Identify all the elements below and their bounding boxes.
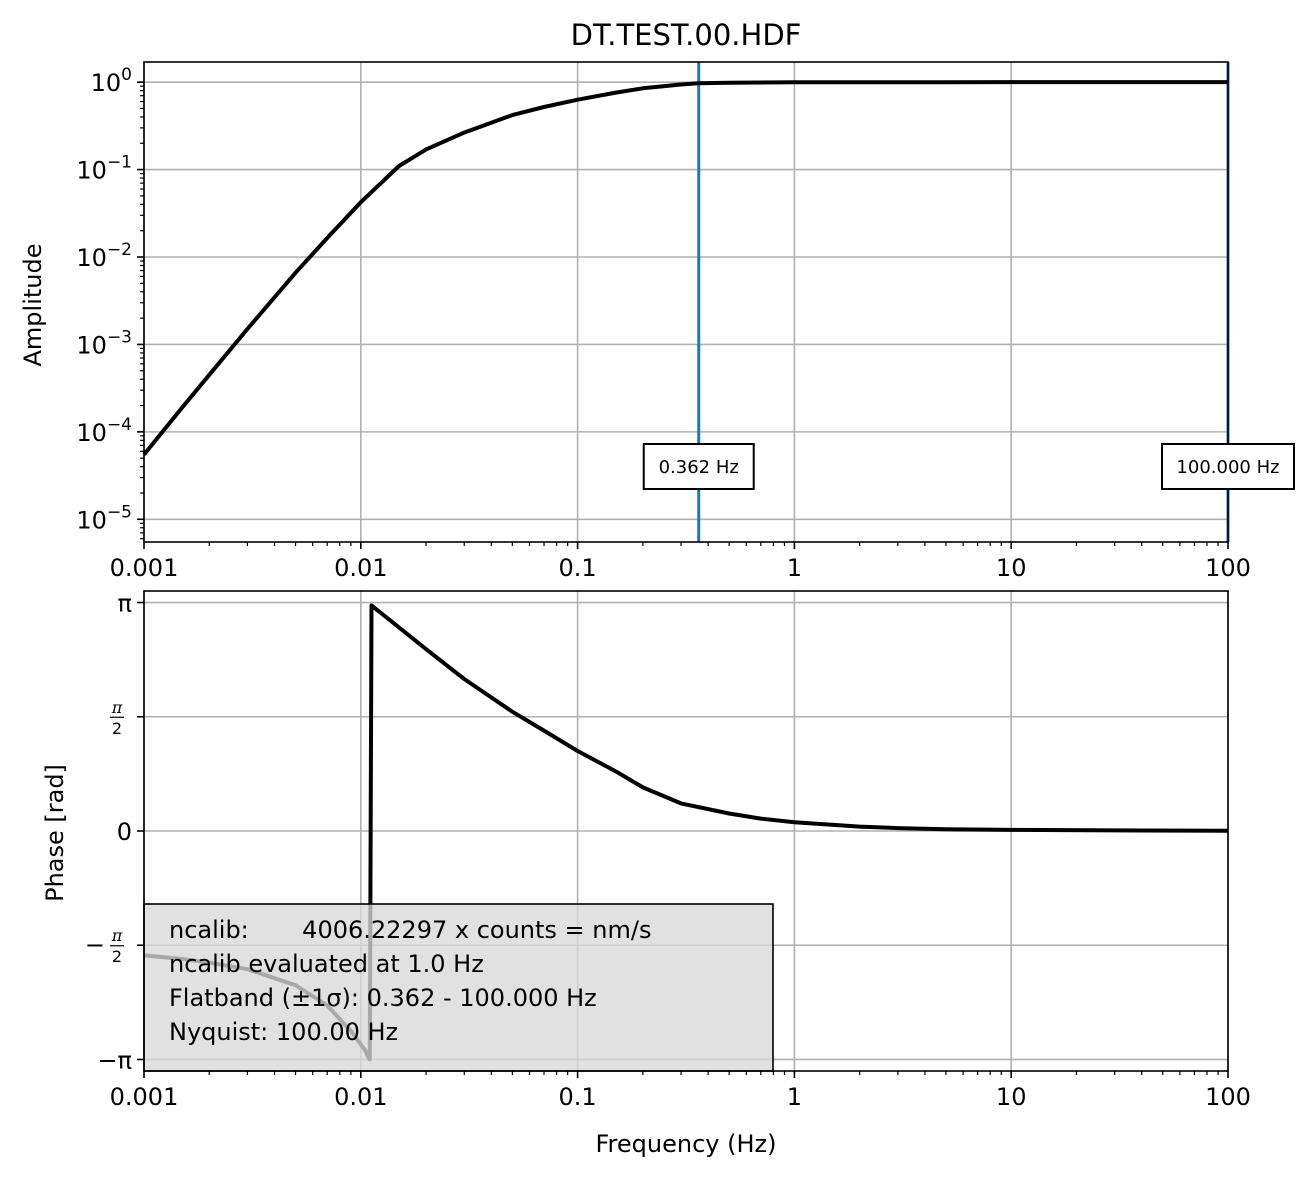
amplitude-x-tick-label: 0.1 [559, 554, 597, 582]
phase-x-tick-label: 100 [1205, 1083, 1251, 1111]
phase-y-tick-numerator: π [111, 926, 123, 945]
phase-y-tick-label: − π 2 [85, 926, 124, 966]
calibration-info-box: ncalib: 4006.22297 x counts = nm/s ncalib… [143, 903, 774, 1072]
flatband-labels: 0.362 Hz 100.000 Hz [642, 443, 1295, 490]
amplitude-y-tick-label: 10−2 [76, 240, 132, 272]
amplitude-y-tick-label: 10−5 [76, 502, 132, 534]
amplitude-y-axis-label: Amplitude [19, 244, 47, 367]
flatband-label: 100.000 Hz [1176, 457, 1279, 478]
amplitude-x-tick-labels: 0.001 0.01 0.1 1 10 100 [110, 554, 1251, 582]
phase-x-tick-label: 0.1 [559, 1083, 597, 1111]
phase-x-tick-labels: 0.001 0.01 0.1 1 10 100 [110, 1083, 1251, 1111]
amplitude-y-tick-label: 10−3 [76, 327, 132, 359]
phase-axes-frame [143, 590, 1229, 1072]
amplitude-y-tick-label: 10−4 [76, 415, 132, 447]
phase-x-tick-label: 0.01 [334, 1083, 387, 1111]
x-axis-label: Frequency (Hz) [596, 1130, 777, 1158]
phase-x-tick-label: 10 [996, 1083, 1027, 1111]
phase-y-axis-label: Phase [rad] [41, 764, 69, 902]
amplitude-x-tick-label: 10 [996, 554, 1027, 582]
amplitude-y-tick-label: 100 [91, 65, 132, 97]
info-box-background [143, 903, 774, 1072]
amplitude-series [142, 80, 1228, 456]
flatband-markers [697, 62, 1230, 542]
amplitude-x-tick-label: 0.01 [334, 554, 387, 582]
amplitude-x-tick-label: 100 [1205, 554, 1251, 582]
amplitude-y-tick-label: 10−1 [76, 153, 132, 185]
phase-y-tick-label: π2 [110, 698, 124, 738]
amplitude-x-tick-label: 1 [787, 554, 802, 582]
phase-y-tick-denominator: 2 [112, 947, 122, 966]
amplitude-line [142, 80, 1228, 456]
flatband-label-box [642, 443, 755, 490]
phase-y-tick-label: π [118, 590, 132, 618]
phase-x-tick-label: 0.001 [110, 1083, 179, 1111]
phase-y-tick-label: −π [97, 1046, 132, 1074]
phase-y-tick-label: 0 [117, 818, 132, 846]
info-box-line: Nyquist: 100.00 Hz [169, 1018, 398, 1046]
chart-title: DT.TEST.00.HDF [571, 18, 802, 52]
info-box-line: Flatband (±1σ): 0.362 - 100.000 Hz [169, 984, 597, 1012]
flatband-label: 0.362 Hz [659, 457, 739, 478]
phase-y-tick-numerator: π [111, 698, 123, 717]
amplitude-x-tick-label: 0.001 [110, 554, 179, 582]
phase-y-tick-denominator: 2 [112, 719, 122, 738]
amplitude-y-tick-labels: 100 10−1 10−2 10−3 10−4 10−5 [76, 65, 132, 534]
amplitude-minor-ticks [137, 81, 1229, 549]
info-box-line: ncalib evaluated at 1.0 Hz [169, 950, 484, 978]
info-box-line: ncalib: 4006.22297 x counts = nm/s [169, 916, 651, 944]
amplitude-axes-frame [143, 61, 1229, 543]
flatband-label-box [1161, 443, 1295, 490]
phase-y-tick-sign: − [85, 931, 105, 959]
phase-x-tick-label: 1 [787, 1083, 802, 1111]
